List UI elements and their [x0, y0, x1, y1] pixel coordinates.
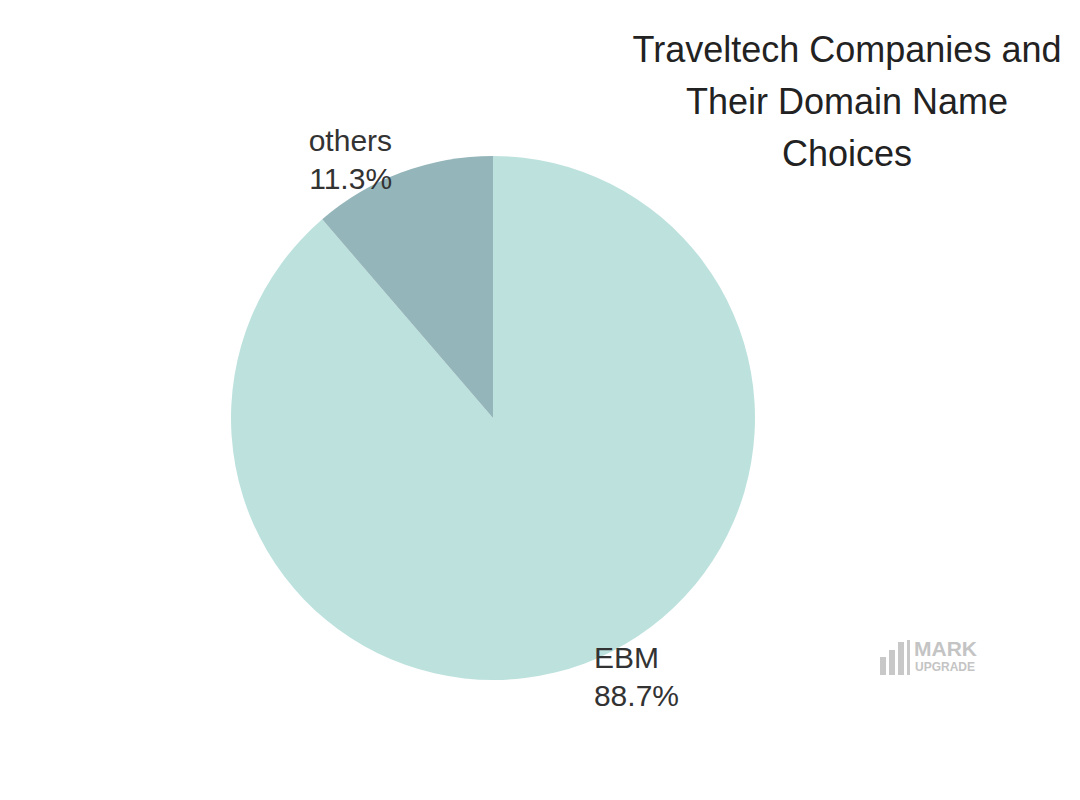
svg-text:MARK: MARK — [914, 637, 977, 660]
svg-text:UPGRADE: UPGRADE — [915, 660, 975, 674]
svg-text:EBM: EBM — [594, 641, 659, 674]
svg-text:Their Domain Name: Their Domain Name — [686, 81, 1008, 122]
svg-text:Choices: Choices — [782, 133, 912, 174]
svg-text:11.3%: 11.3% — [309, 162, 392, 195]
svg-text:others: others — [309, 124, 392, 157]
svg-text:Traveltech Companies and: Traveltech Companies and — [633, 29, 1062, 70]
svg-text:88.7%: 88.7% — [594, 679, 679, 712]
